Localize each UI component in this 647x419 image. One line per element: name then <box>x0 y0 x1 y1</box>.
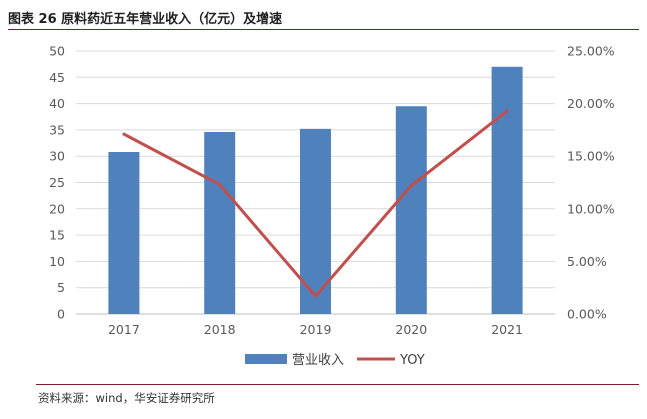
y-right-tick-label: 10.00% <box>567 201 615 216</box>
y-right-tick-label: 5.00% <box>567 254 607 269</box>
y-left-tick-label: 40 <box>49 96 65 111</box>
y-left-tick-label: 10 <box>49 254 65 269</box>
y-right-tick-label: 25.00% <box>567 44 615 59</box>
y-left-tick-label: 5 <box>57 280 65 295</box>
title-rule <box>8 29 639 30</box>
y-left-tick-label: 25 <box>49 175 65 190</box>
legend-label-yoy: YOY <box>399 353 425 368</box>
point-yoy-2017 <box>122 132 126 136</box>
y-left-tick-label: 30 <box>49 149 65 164</box>
point-yoy-2019 <box>314 294 317 298</box>
y-left-tick-label: 20 <box>49 201 65 216</box>
y-right-tick-label: 15.00% <box>567 149 615 164</box>
combo-chart: 0 5 10 15 20 25 30 35 40 45 50 0.00% 5.00% 10.00% 15.0… <box>49 44 615 369</box>
x-tick-label: 2017 <box>108 322 140 337</box>
point-yoy-2021 <box>505 109 509 113</box>
point-yoy-2020 <box>409 184 413 188</box>
bar-revenue-2019 <box>300 128 331 314</box>
figure-header: 图表 26 原料药近五年营业收入（亿元）及增速 <box>8 4 639 30</box>
bar-revenue-2018 <box>204 132 236 314</box>
y-left-tick-label: 0 <box>57 307 65 322</box>
y-left-tick-label: 15 <box>49 228 65 243</box>
y-left-tick-label: 45 <box>49 70 65 85</box>
source-note: 资料来源：wind，华安证券研究所 <box>38 391 215 405</box>
bar-revenue-2017 <box>108 151 140 314</box>
bar-revenue-2020 <box>395 106 427 314</box>
x-tick-label: 2020 <box>395 322 427 337</box>
y-right-tick-label: 0.00% <box>567 307 607 322</box>
point-yoy-2018 <box>218 183 222 187</box>
chart-area: 0 5 10 15 20 25 30 35 40 45 50 0.00% 5.00% 10.00% 15.0… <box>0 32 647 382</box>
y-right-tick-label: 20.00% <box>567 96 615 111</box>
x-tick-label: 2019 <box>300 322 332 337</box>
y-left-tick-label: 35 <box>49 122 65 137</box>
legend-label-revenue: 营业收入 <box>292 353 344 368</box>
figure-title: 图表 26 原料药近五年营业收入（亿元）及增速 <box>8 12 283 27</box>
y-left-tick-label: 50 <box>49 44 65 59</box>
source-rule <box>36 384 639 385</box>
x-tick-label: 2021 <box>491 322 523 337</box>
legend-swatch-revenue <box>245 354 287 364</box>
x-tick-label: 2018 <box>204 322 236 337</box>
bar-revenue-2021 <box>491 66 523 314</box>
